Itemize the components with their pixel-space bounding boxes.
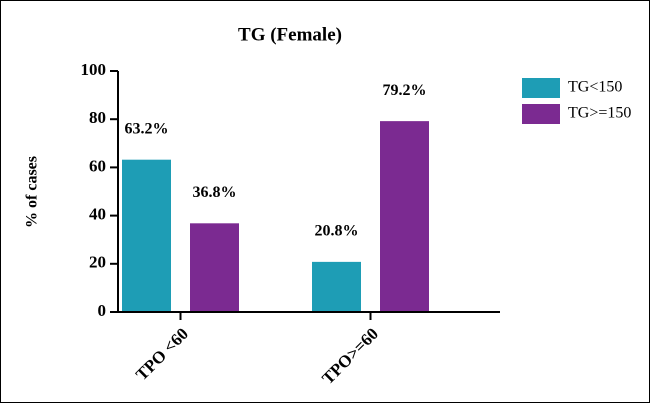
bar: [312, 261, 361, 312]
value-label: 36.8%: [193, 184, 237, 201]
y-tick-label: 100: [81, 60, 107, 79]
y-tick-label: 60: [89, 156, 106, 175]
chart-title: TG (Female): [238, 24, 342, 45]
bar: [190, 223, 239, 312]
value-label: 79.2%: [383, 82, 427, 99]
y-tick-label: 80: [89, 108, 106, 127]
value-label: 20.8%: [315, 223, 359, 240]
value-label: 63.2%: [125, 120, 169, 137]
y-tick-label: 20: [89, 253, 106, 272]
legend-swatch: [522, 104, 560, 124]
legend-label: TG<150: [568, 79, 622, 96]
legend-swatch: [522, 78, 560, 98]
y-tick-label: 40: [89, 205, 106, 224]
legend-label: TG>=150: [568, 105, 631, 122]
bar: [380, 121, 429, 313]
bar: [122, 159, 171, 312]
y-tick-label: 0: [98, 301, 107, 320]
y-axis-label: % of cases: [24, 156, 41, 228]
